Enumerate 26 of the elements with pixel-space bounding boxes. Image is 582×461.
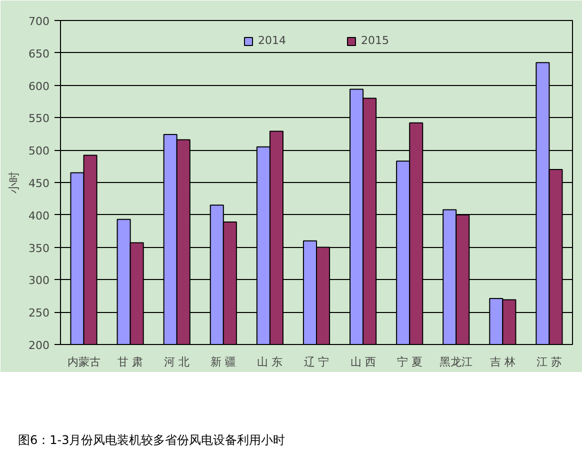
x-tick-label: 吉 林 (490, 356, 516, 368)
legend-label: 2015 (361, 34, 389, 47)
y-tick-label: 600 (28, 80, 50, 93)
legend-label: 2014 (258, 34, 286, 47)
x-tick-label: 辽 宁 (304, 356, 330, 368)
x-tick-label: 甘 肃 (118, 356, 144, 368)
x-tick-label: 新 疆 (210, 356, 236, 368)
y-tick-label: 450 (28, 177, 50, 190)
y-tick-label: 500 (28, 144, 50, 158)
y-tick-label: 550 (28, 112, 50, 126)
y-tick-label: 400 (28, 209, 50, 222)
x-tick-label: 山 东 (257, 356, 283, 368)
y-axis-title: 小时 (8, 172, 21, 194)
caption: 图6：1-3月份风电装机较多省份风电设备利用小时 (18, 432, 286, 449)
y-tick-label: 650 (28, 47, 50, 60)
x-tick-label: 内蒙古 (67, 356, 100, 368)
y-tick-label: 250 (28, 306, 50, 320)
x-tick-label: 河 北 (164, 356, 190, 368)
y-tick-label: 700 (28, 15, 50, 28)
x-tick-label: 山 西 (350, 356, 376, 368)
y-tick-label: 350 (28, 242, 50, 255)
x-tick-label: 江 苏 (536, 356, 562, 368)
x-tick-label: 宁 夏 (396, 356, 422, 368)
x-tick-label: 黑龙江 (440, 356, 473, 368)
y-tick-label: 200 (28, 339, 50, 352)
y-tick-label: 300 (28, 274, 50, 288)
